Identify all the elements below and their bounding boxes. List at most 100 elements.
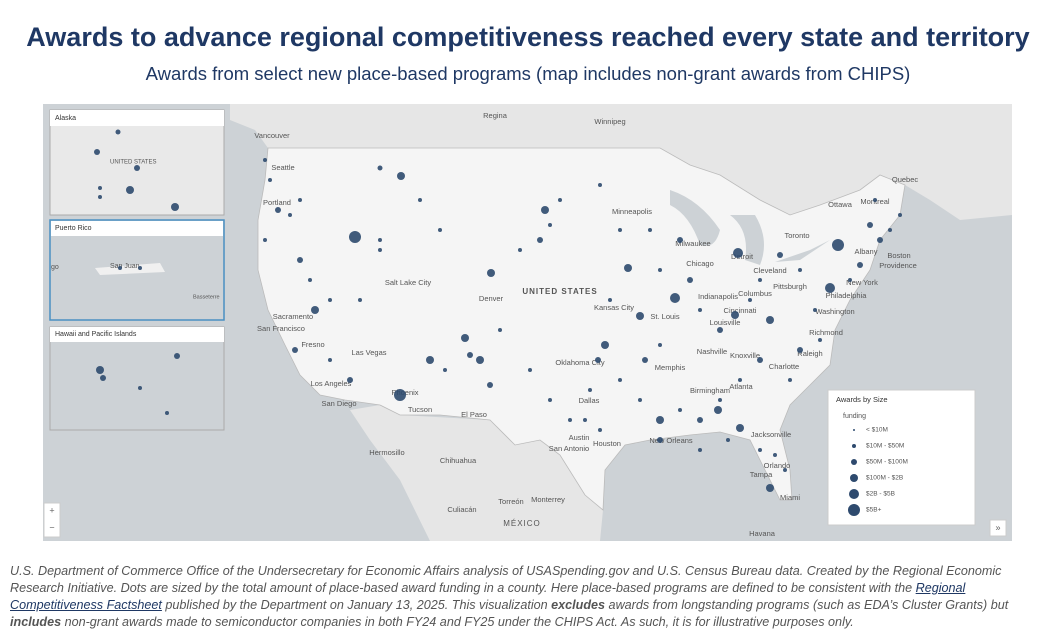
award-dot xyxy=(658,268,662,272)
award-dot xyxy=(498,328,502,332)
footnote: U.S. Department of Commerce Office of th… xyxy=(10,563,1050,631)
award-dot xyxy=(328,298,332,302)
footnote-link[interactable]: Regional Competitiveness Factsheet xyxy=(10,581,966,612)
city-label: Cleveland xyxy=(753,266,786,275)
city-label: Vancouver xyxy=(254,131,290,140)
award-dot xyxy=(598,428,602,432)
award-dot xyxy=(100,375,106,381)
award-dot xyxy=(698,448,702,452)
city-label: Knoxville xyxy=(730,351,760,360)
award-dot xyxy=(733,248,743,258)
award-dot xyxy=(394,389,406,401)
city-label: New York xyxy=(846,278,878,287)
award-dot xyxy=(426,356,434,364)
city-label: San Francisco xyxy=(257,324,305,333)
city-label: Ottawa xyxy=(828,200,853,209)
award-dot xyxy=(138,266,142,270)
award-dot xyxy=(263,238,267,242)
award-dot xyxy=(601,341,609,349)
award-dot xyxy=(818,338,822,342)
zoom-controls[interactable] xyxy=(43,502,61,538)
award-dot xyxy=(311,306,319,314)
country-label: UNITED STATES xyxy=(522,287,597,296)
city-label: Raleigh xyxy=(797,349,822,358)
legend-label: $100M - $2B xyxy=(866,475,903,482)
city-label: Memphis xyxy=(655,363,686,372)
award-dot xyxy=(263,158,267,162)
legend-title: Awards by Size xyxy=(836,395,888,404)
city-label: Hermosillo xyxy=(369,448,404,457)
city-label: Culiacán xyxy=(447,505,476,514)
award-dot xyxy=(758,278,762,282)
city-label: Tucson xyxy=(408,405,432,414)
award-dot xyxy=(642,357,648,363)
city-label: Regina xyxy=(483,111,508,120)
inset-title: Puerto Rico xyxy=(55,225,92,232)
legend-subtitle: funding xyxy=(843,413,866,420)
city-label: Charlotte xyxy=(769,362,799,371)
city-label: Portland xyxy=(263,198,291,207)
award-dot xyxy=(308,278,312,282)
footnote-text: U.S. Department of Commerce Office of th… xyxy=(10,564,1002,595)
award-dot xyxy=(378,238,382,242)
city-label: Birmingham xyxy=(690,386,730,395)
zoom-out[interactable]: − xyxy=(49,522,54,532)
city-label: Kansas City xyxy=(594,303,634,312)
award-dot xyxy=(873,198,877,202)
award-dot xyxy=(687,277,693,283)
inset-hawaii xyxy=(49,326,225,431)
footnote-text: published by the Department on January 1… xyxy=(161,598,552,612)
award-dot xyxy=(568,418,572,422)
award-dot xyxy=(714,406,722,414)
award-dot xyxy=(618,228,622,232)
award-dot xyxy=(766,484,774,492)
footnote-bold: includes xyxy=(10,615,62,629)
award-dot xyxy=(877,237,883,243)
city-label: Atlanta xyxy=(729,382,753,391)
city-label: Los Angeles xyxy=(311,379,352,388)
award-dot xyxy=(588,388,592,392)
city-label: Cincinnati xyxy=(724,306,757,315)
award-dot xyxy=(358,298,362,302)
award-dot xyxy=(94,149,100,155)
award-dot xyxy=(165,411,169,415)
inset-title: Hawaii and Pacific Islands xyxy=(55,331,137,338)
award-dot xyxy=(677,237,683,243)
legend-label: $2B - $5B xyxy=(866,491,895,498)
inset-title: Alaska xyxy=(55,115,76,122)
award-dot xyxy=(698,308,702,312)
city-label: St. Louis xyxy=(650,312,679,321)
legend-label: $10M - $50M xyxy=(866,443,904,450)
expand-icon[interactable]: » xyxy=(995,522,1000,532)
award-dot xyxy=(777,252,783,258)
award-dot xyxy=(292,347,298,353)
inset-header xyxy=(51,221,223,236)
city-label: Oklahoma City xyxy=(555,358,604,367)
legend-label: $5B+ xyxy=(866,507,882,514)
award-dot xyxy=(608,298,612,302)
award-dot xyxy=(548,223,552,227)
zoom-in[interactable]: + xyxy=(49,505,54,515)
award-dot xyxy=(298,198,302,202)
legend xyxy=(827,389,976,526)
award-dot xyxy=(717,327,723,333)
award-dot xyxy=(98,186,102,190)
city-label: San Antonio xyxy=(549,444,589,453)
award-dot xyxy=(648,228,652,232)
award-dot xyxy=(857,262,863,268)
award-dot xyxy=(656,416,664,424)
award-dot xyxy=(832,239,844,251)
award-dot xyxy=(96,366,104,374)
city-label: Chicago xyxy=(686,259,714,268)
award-dot xyxy=(773,453,777,457)
city-label: Nashville xyxy=(697,347,727,356)
great-lakes xyxy=(670,190,830,265)
award-dot xyxy=(797,347,803,353)
award-dot xyxy=(595,357,601,363)
expand-button[interactable] xyxy=(989,519,1007,537)
footnote-text: awards from longstanding programs (such … xyxy=(605,598,1009,612)
award-dot xyxy=(537,237,543,243)
footnote-bold: excludes xyxy=(551,598,606,612)
